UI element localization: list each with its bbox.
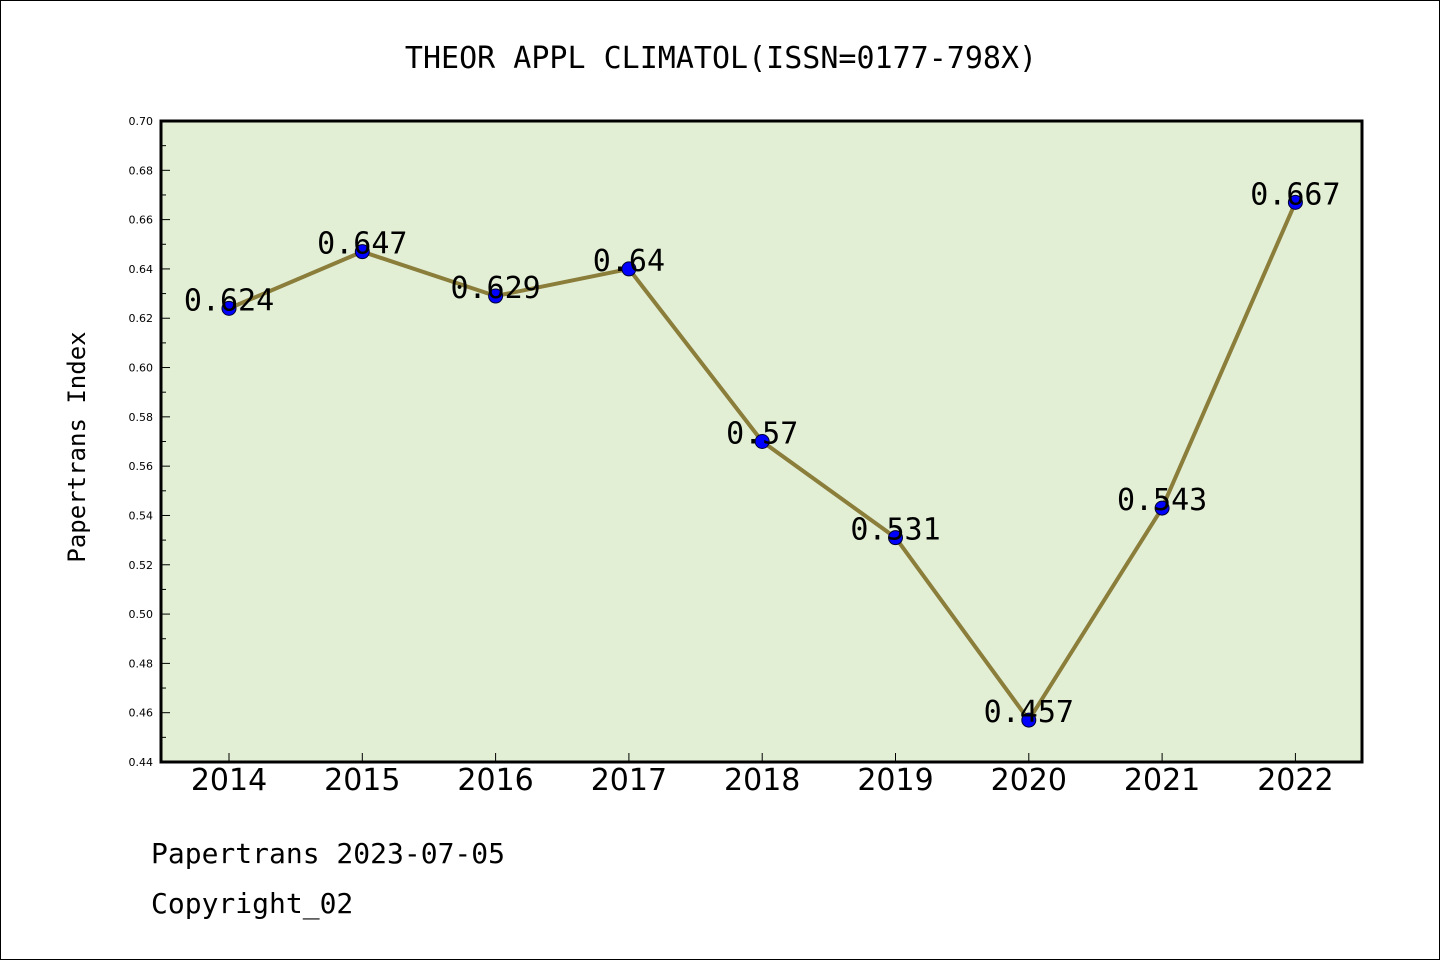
data-label: 0.457 [984, 695, 1074, 730]
data-point [221, 300, 237, 316]
data-label: 0.531 [850, 513, 940, 548]
x-tick-label: 2020 [991, 763, 1067, 798]
data-point [754, 434, 770, 449]
data-label: 0.624 [184, 283, 274, 318]
series-markers [221, 194, 1303, 728]
x-tick-label: 2018 [724, 763, 800, 798]
x-axis: 2014 2015 2016 2017 2018 2019 2020 2021 2022 [191, 753, 1334, 798]
x-tick-label: 2022 [1257, 763, 1333, 798]
data-label: 0.543 [1117, 483, 1207, 518]
y-axis-label: Papertrans Index [63, 331, 91, 562]
data-label: 0.629 [450, 271, 540, 306]
data-label: 0.667 [1250, 177, 1340, 212]
y-tick-label: 0.68 [129, 164, 154, 177]
chart-title: THEOR APPL CLIMATOL(ISSN=0177-798X) [405, 41, 1037, 76]
y-tick-label: 0.44 [129, 756, 154, 769]
x-tick-label: 2014 [191, 763, 267, 798]
y-axis: 0.44 0.46 0.48 0.50 0.52 0.54 0.56 0.58 0.60 0.62… [129, 115, 170, 769]
y-tick-label: 0.62 [129, 312, 154, 325]
data-point [1287, 194, 1303, 210]
x-tick-label: 2019 [857, 763, 933, 798]
x-tick-label: 2016 [457, 763, 533, 798]
y-tick-label: 0.52 [129, 559, 154, 572]
x-tick-label: 2015 [324, 763, 400, 798]
data-label: 0.647 [317, 227, 407, 262]
data-label: 0.64 [593, 244, 665, 279]
data-point [488, 288, 504, 304]
y-tick-label: 0.48 [129, 657, 154, 670]
y-tick-label: 0.46 [129, 707, 154, 720]
data-label: 0.57 [726, 417, 798, 452]
y-tick-label: 0.70 [129, 115, 154, 128]
x-tick-label: 2017 [591, 763, 667, 798]
y-tick-label: 0.64 [129, 263, 154, 276]
y-tick-label: 0.56 [129, 460, 154, 473]
footer-copyright: Copyright_02 [151, 887, 354, 920]
data-labels: 0.624 0.647 0.629 0.64 0.57 0.531 0.457 0.543 0.… [184, 177, 1341, 730]
x-tick-label: 2021 [1124, 763, 1200, 798]
y-tick-label: 0.60 [129, 362, 154, 375]
data-point [354, 244, 370, 260]
y-tick-label: 0.54 [129, 509, 154, 522]
footer-date: Papertrans 2023-07-05 [151, 837, 506, 870]
data-point [1154, 500, 1170, 516]
data-point [888, 530, 903, 546]
y-tick-label: 0.58 [129, 411, 154, 424]
y-tick-label: 0.50 [129, 608, 154, 621]
y-tick-label: 0.66 [129, 214, 154, 227]
data-point [621, 261, 637, 277]
data-point [1021, 712, 1037, 728]
